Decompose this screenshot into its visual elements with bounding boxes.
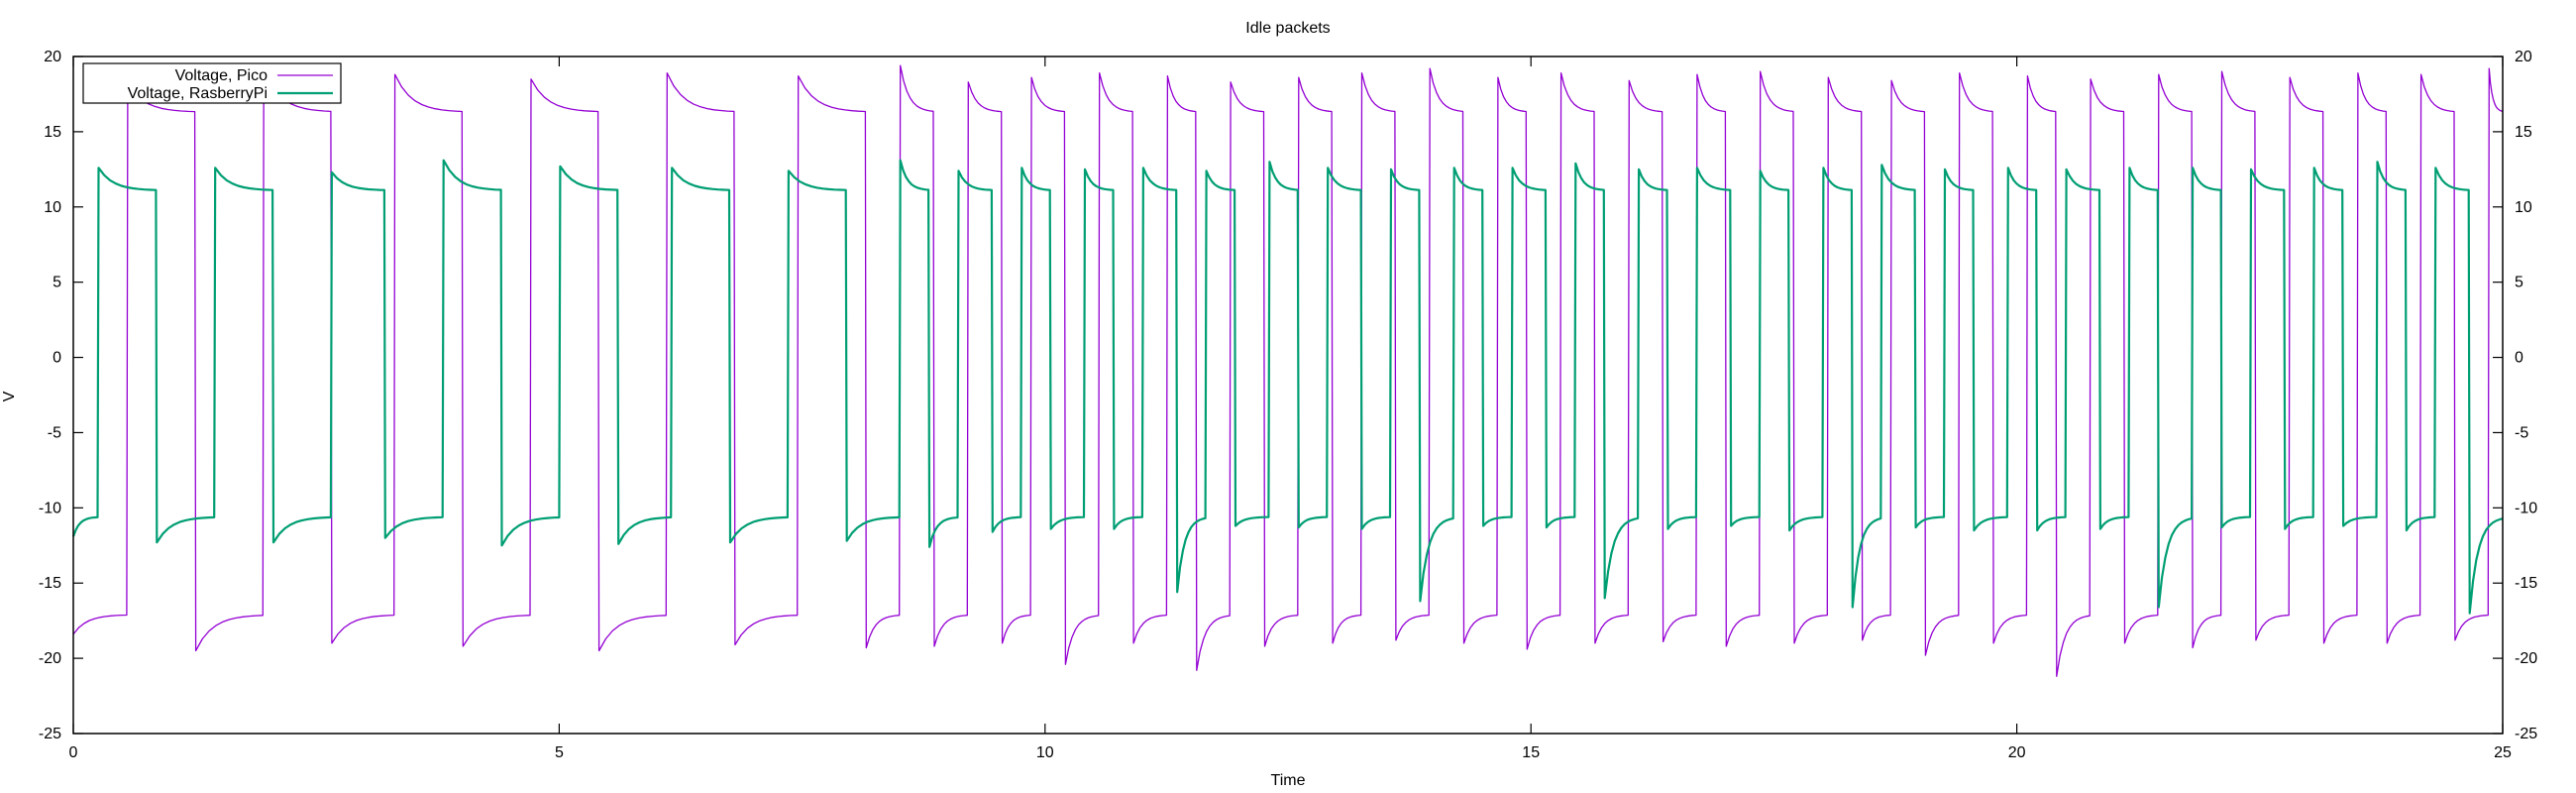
y-tick-label: -5 [48,424,61,441]
x-axis-title: Time [1271,772,1306,789]
y-tick-label: -25 [39,726,61,742]
y-axis-title: V [1,391,18,401]
x-tick-label: 20 [2008,744,2026,761]
y2-tick-label: -20 [2515,650,2537,667]
y-tick-label: 15 [44,124,61,141]
y-tick-label: 20 [44,49,61,65]
y2-tick-label: 20 [2515,49,2532,65]
y2-tick-label: 15 [2515,124,2532,141]
x-tick-label: 25 [2494,744,2512,761]
y-tick-label: -15 [39,575,61,592]
x-tick-label: 10 [1036,744,1054,761]
y2-tick-label: 5 [2515,275,2523,291]
y2-tick-label: -15 [2515,575,2537,592]
legend-label: Voltage, RasberryPi [128,85,268,102]
legend-label: Voltage, Pico [175,67,268,84]
chart-title: Idle packets [1245,20,1330,37]
series-line-1 [71,159,2504,615]
y-tick-label: 0 [53,350,61,367]
plot-frame [72,56,2504,735]
y-tick-label: -20 [39,650,61,667]
y2-tick-label: 0 [2515,350,2523,367]
y-tick-label: -10 [39,500,61,516]
x-tick-label: 15 [1522,744,1540,761]
y2-tick-label: -25 [2515,726,2537,742]
legend-box [82,62,342,104]
y2-tick-label: -5 [2515,424,2528,441]
series-layer [71,64,2504,677]
y2-tick-label: 10 [2515,199,2532,216]
y-tick-label: 10 [44,199,61,216]
ticks-layer: 0 5 10 15 20 25-25-20-15-10-505101520-25-20-1… [39,49,2537,761]
y-tick-label: 5 [53,275,61,291]
x-tick-label: 5 [555,744,564,761]
series-line-0 [72,64,2504,677]
y2-tick-label: -10 [2515,500,2537,516]
x-tick-label: 0 [69,744,78,761]
